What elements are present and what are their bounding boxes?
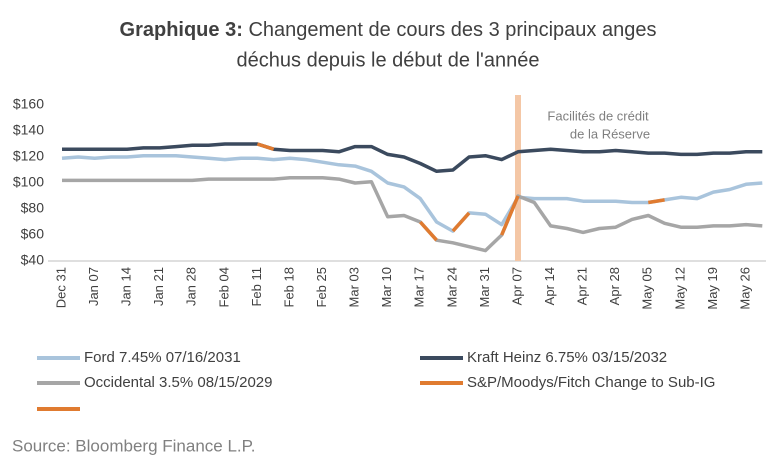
- x-tick-label: Mar 17: [412, 267, 427, 307]
- x-tick-label: Jan 14: [119, 267, 134, 306]
- x-tick-label: Mar 03: [347, 267, 362, 307]
- series-line: [256, 142, 665, 242]
- x-tick-label: May 12: [672, 267, 687, 310]
- y-tick-label: $80: [21, 200, 45, 216]
- x-tick-label: Dec 31: [53, 267, 68, 308]
- x-tick-label: Jan 07: [86, 267, 101, 306]
- legend-label: Kraft Heinz 6.75% 03/15/2032: [467, 349, 667, 366]
- x-tick-label: Apr 28: [607, 267, 622, 305]
- series-line: [62, 176, 763, 253]
- y-tick-label: $120: [13, 148, 44, 164]
- x-tick-label: May 26: [737, 267, 752, 310]
- legend-label: Ford 7.45% 07/16/2031: [84, 349, 241, 366]
- title-line: Changement de cours des 3 principaux ang…: [248, 19, 656, 41]
- x-tick-label: Apr 21: [575, 267, 590, 305]
- x-tick-label: Feb 25: [314, 267, 329, 307]
- series-line: [61, 153, 763, 233]
- chart-title: Graphique 3: Changement de cours des 3 p…: [120, 19, 657, 41]
- x-tick-label: Feb 04: [216, 267, 231, 307]
- x-tick-label: Mar 24: [444, 267, 459, 307]
- y-tick-label: $140: [13, 122, 44, 138]
- x-tick-label: May 05: [640, 267, 655, 310]
- x-tick-label: Apr 14: [542, 267, 557, 305]
- x-tick-label: Jan 28: [184, 267, 199, 306]
- legend-label: Occidental 3.5% 08/15/2029: [84, 374, 272, 391]
- series-line: [451, 211, 471, 233]
- y-tick-label: $160: [13, 96, 44, 112]
- x-tick-label: Feb 11: [249, 267, 264, 307]
- source: Source: Bloomberg Finance L.P.: [12, 436, 256, 455]
- y-tick-label: $100: [13, 174, 44, 190]
- title-label: Graphique 3:: [120, 19, 243, 41]
- series-line: [62, 142, 763, 174]
- x-tick-label: Jan 21: [151, 267, 166, 306]
- x-tick-label: Mar 31: [477, 267, 492, 307]
- x-tick-label: Mar 10: [379, 267, 394, 307]
- x-tick-label: May 19: [705, 267, 720, 310]
- annotation-text: Facilités de crédit: [547, 108, 649, 123]
- x-tick-label: Feb 18: [281, 267, 296, 307]
- legend-label: S&P/Moodys/Fitch Change to Sub-IG: [467, 374, 715, 391]
- chart-title: déchus depuis le début de l'année: [237, 49, 540, 71]
- annotation-text: de la Réserve: [570, 126, 650, 141]
- y-tick-label: $40: [21, 252, 45, 268]
- x-tick-label: Apr 07: [509, 267, 524, 305]
- annotation-band: [515, 95, 521, 261]
- y-tick-label: $60: [21, 226, 45, 242]
